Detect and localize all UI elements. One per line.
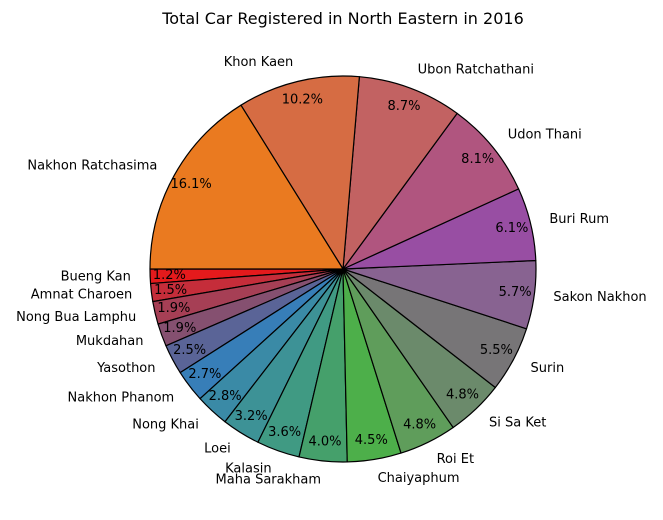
slice-percent-label: 1.2% bbox=[153, 268, 186, 283]
slice-percent-label: 10.2% bbox=[282, 93, 323, 108]
slice-category-label: Roi Et bbox=[437, 452, 474, 467]
slice-category-label: Nakhon Phanom bbox=[68, 390, 175, 405]
slice-percent-label: 1.5% bbox=[154, 283, 187, 298]
slice-category-label: Nong Khai bbox=[132, 417, 199, 432]
slice-percent-label: 2.8% bbox=[209, 389, 242, 404]
slice-category-label: Bueng Kan bbox=[61, 270, 131, 285]
slice-percent-label: 2.5% bbox=[173, 343, 206, 358]
slice-percent-label: 3.6% bbox=[268, 425, 301, 440]
slice-percent-label: 5.5% bbox=[480, 343, 513, 358]
slice-category-label: Chaiyaphum bbox=[378, 471, 460, 486]
slice-category-label: Sakon Nakhon bbox=[553, 290, 646, 305]
slice-category-label: Amnat Charoen bbox=[31, 288, 133, 303]
slice-percent-label: 8.1% bbox=[461, 152, 494, 167]
slice-percent-label: 6.1% bbox=[495, 221, 528, 236]
slice-percent-label: 1.9% bbox=[163, 321, 196, 336]
chart-title: Total Car Registered in North Eastern in… bbox=[161, 9, 524, 28]
pie-slice bbox=[240, 75, 360, 270]
slice-category-label: Ubon Ratchathani bbox=[418, 63, 534, 78]
pie-slice bbox=[342, 76, 458, 270]
slice-category-label: Surin bbox=[531, 361, 565, 376]
pie-slices bbox=[149, 75, 537, 463]
slice-percent-label: 3.2% bbox=[235, 409, 268, 424]
slice-category-label: Khon Kaen bbox=[224, 55, 294, 70]
pie-slice bbox=[342, 112, 520, 270]
slice-percent-label: 16.1% bbox=[170, 177, 211, 192]
slice-category-label: Si Sa Ket bbox=[489, 416, 546, 431]
slice-percent-label: 8.7% bbox=[387, 99, 420, 114]
slice-percent-label: 1.9% bbox=[157, 301, 190, 316]
slice-category-label: Nakhon Ratchasima bbox=[27, 159, 157, 174]
slice-category-label: Nong Bua Lamphu bbox=[16, 310, 136, 325]
pie-slice bbox=[149, 104, 344, 270]
slice-category-label: Udon Thani bbox=[508, 128, 582, 143]
slice-category-label: Kalasin bbox=[225, 461, 271, 476]
slice-category-label: Maha Sarakham bbox=[216, 473, 321, 488]
slice-category-label: Yasothon bbox=[96, 361, 155, 376]
slice-percent-label: 2.7% bbox=[188, 367, 221, 382]
slice-category-label: Buri Rum bbox=[549, 212, 609, 227]
category-labels: Bueng Kan Amnat Charoen Nong Bua Lamphu Muk… bbox=[16, 55, 647, 488]
slice-percent-label: 5.7% bbox=[499, 285, 532, 300]
slice-category-label: Mukdahan bbox=[76, 334, 144, 349]
slice-category-label: Loei bbox=[204, 442, 231, 457]
slice-percent-label: 4.0% bbox=[308, 434, 341, 449]
slice-percent-label: 4.5% bbox=[355, 433, 388, 448]
slice-percent-label: 4.8% bbox=[446, 388, 479, 403]
slice-percent-label: 4.8% bbox=[403, 417, 436, 432]
percent-labels: 1.2%1.5% 1.9% 1.9% 2.5% 2.7% 2.8% 3.2%3.6% 4.0%… bbox=[153, 93, 532, 450]
